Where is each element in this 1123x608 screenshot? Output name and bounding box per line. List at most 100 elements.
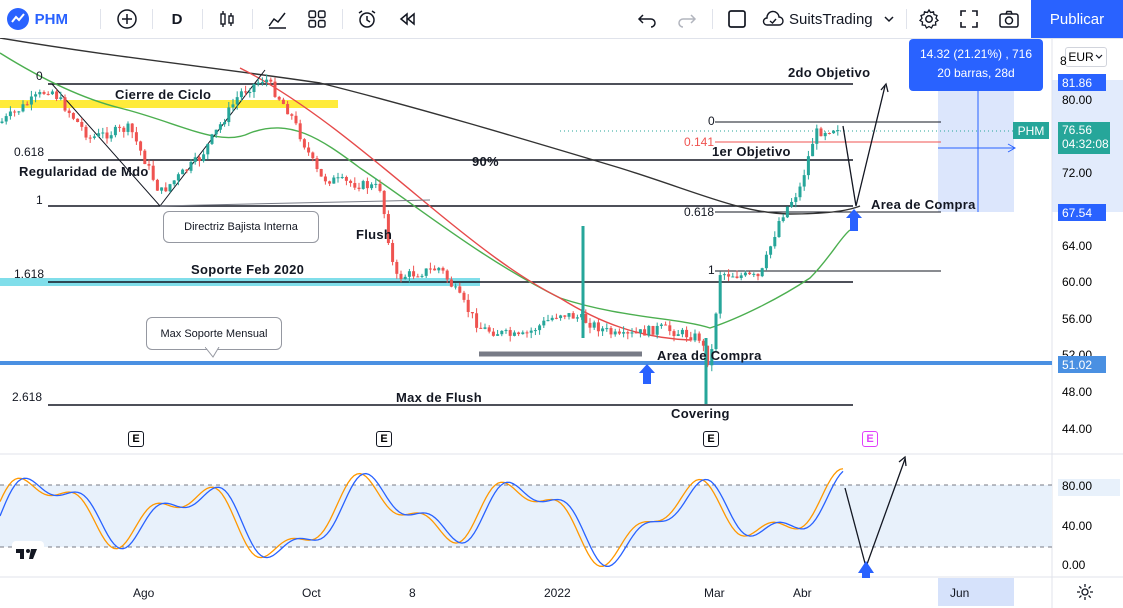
candle-body	[634, 332, 638, 334]
candle-body	[189, 161, 193, 171]
candle-body	[680, 329, 684, 335]
currency-selector[interactable]: EUR	[1065, 47, 1107, 67]
interval-button[interactable]: D	[171, 10, 183, 28]
chart-type-button[interactable]	[212, 0, 242, 38]
candle-body	[479, 327, 483, 329]
annotation-flush: Flush	[356, 227, 393, 242]
earnings-badge-upcoming[interactable]: E	[862, 431, 878, 447]
candle-body	[105, 132, 109, 139]
candle-body	[651, 325, 655, 335]
candle-body	[63, 97, 67, 111]
candle-body	[332, 177, 336, 184]
candle-body	[554, 317, 558, 319]
alert-button[interactable]	[352, 0, 382, 38]
fib-label-0618: 0.618	[14, 145, 45, 159]
ma-long-line	[0, 38, 861, 215]
annotation-soporte-feb: Soporte Feb 2020	[191, 262, 305, 277]
candle-body	[790, 201, 794, 207]
candle-body	[38, 92, 42, 95]
candle-body	[185, 169, 189, 171]
candle-body	[836, 130, 840, 132]
undo-button[interactable]	[632, 0, 662, 38]
measure-line1: 14.32 (21.21%) , 716	[919, 47, 1033, 61]
fullscreen-mode-button[interactable]	[722, 0, 752, 38]
candle-body	[781, 217, 785, 222]
candle-body	[223, 122, 227, 125]
publish-button[interactable]: Publicar	[1031, 0, 1123, 38]
fullscreen-button[interactable]	[954, 0, 984, 38]
candle-body	[588, 322, 592, 328]
candle-body	[475, 313, 479, 328]
candle-body	[739, 275, 743, 278]
annotation-90pct: 90%	[472, 154, 499, 169]
candle-body	[248, 92, 252, 94]
price-tick: 60.00	[1062, 275, 1093, 289]
gear-icon	[1077, 584, 1093, 600]
measure-line2: 20 barras, 28d	[937, 66, 1015, 80]
candle-body	[353, 183, 357, 188]
candle-body	[231, 104, 235, 108]
fib2-label-0: 0	[708, 114, 715, 128]
candle-body	[433, 268, 437, 271]
earnings-badge[interactable]: E	[128, 431, 144, 447]
ma-mid-line	[0, 52, 851, 329]
candle-body	[193, 157, 197, 162]
candle-body	[315, 158, 319, 170]
settings-button[interactable]	[914, 0, 944, 38]
candle-body	[743, 272, 747, 276]
tradingview-logo[interactable]	[12, 541, 44, 565]
candle-body	[17, 111, 21, 113]
candle-body	[0, 121, 4, 123]
annotation-regularidad: Regularidad de Mdo	[19, 164, 149, 179]
callout-max-soporte: Max Soporte Mensual	[146, 317, 282, 350]
candle-body	[630, 332, 634, 334]
symbol-logo-icon	[7, 8, 29, 30]
fib2-label-0618: 0.618	[684, 205, 715, 219]
symbol-search[interactable]: PHM	[6, 0, 68, 38]
candle-body	[697, 333, 701, 341]
earnings-badge[interactable]: E	[376, 431, 392, 447]
candle-body	[626, 332, 630, 334]
candle-body	[483, 327, 487, 329]
price-tick: 44.00	[1062, 422, 1093, 436]
candle-body	[407, 271, 411, 277]
candle-body	[428, 268, 432, 270]
redo-button[interactable]	[672, 0, 702, 38]
candle-body	[420, 275, 424, 277]
candle-body	[176, 174, 180, 181]
rewind-icon	[399, 12, 415, 26]
candle-body	[298, 123, 302, 140]
layout-menu[interactable]: SuitsTrading	[760, 0, 900, 38]
candle-body	[143, 150, 147, 165]
candle-body	[710, 349, 714, 366]
templates-button[interactable]	[302, 0, 332, 38]
candle-body	[500, 330, 504, 335]
candle-body	[202, 154, 206, 161]
candle-body	[672, 331, 676, 336]
candle-body	[214, 129, 218, 135]
time-tick: Oct	[302, 586, 321, 600]
candle-body	[365, 181, 369, 189]
candle-body	[664, 324, 668, 326]
candle-body	[294, 115, 298, 124]
candle-body	[424, 268, 428, 276]
fib2-label-1: 1	[708, 263, 715, 277]
axis-settings-button[interactable]	[1076, 583, 1094, 606]
candle-body	[147, 164, 151, 166]
earnings-badge[interactable]: E	[703, 431, 719, 447]
compare-button[interactable]	[112, 0, 142, 38]
stochastic-series	[0, 468, 844, 567]
replay-button[interactable]	[392, 0, 422, 38]
indicators-button[interactable]	[262, 0, 292, 38]
candle-body	[386, 214, 390, 244]
candles-icon	[220, 11, 234, 27]
snapshot-button[interactable]	[994, 0, 1024, 38]
candle-body	[596, 322, 600, 332]
price-tick: 72.00	[1062, 166, 1093, 180]
candle-body	[676, 334, 680, 336]
candle-body	[609, 328, 613, 335]
candle-body	[584, 313, 588, 323]
candle-body	[391, 243, 395, 262]
candle-body	[563, 315, 567, 317]
candle-body	[441, 267, 445, 271]
